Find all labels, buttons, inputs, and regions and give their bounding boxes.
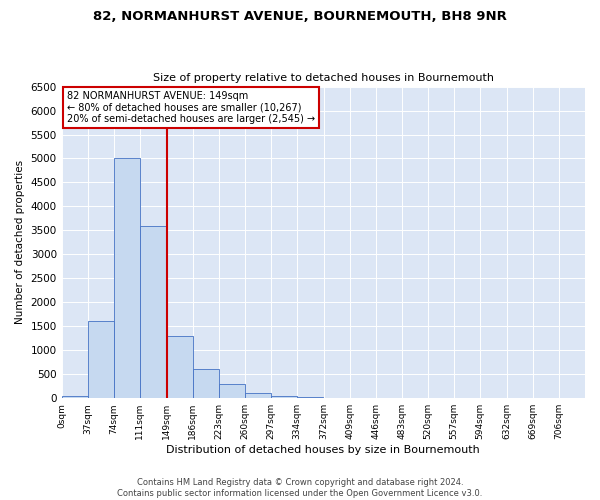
Bar — [219, 384, 245, 398]
Bar — [62, 396, 88, 398]
Bar — [114, 158, 140, 398]
Bar — [88, 322, 114, 398]
X-axis label: Distribution of detached houses by size in Bournemouth: Distribution of detached houses by size … — [166, 445, 480, 455]
Text: Contains HM Land Registry data © Crown copyright and database right 2024.
Contai: Contains HM Land Registry data © Crown c… — [118, 478, 482, 498]
Text: 82 NORMANHURST AVENUE: 149sqm
← 80% of detached houses are smaller (10,267)
20% : 82 NORMANHURST AVENUE: 149sqm ← 80% of d… — [67, 91, 315, 124]
Bar — [140, 226, 166, 398]
Bar — [167, 336, 193, 398]
Bar — [297, 397, 323, 398]
Text: 82, NORMANHURST AVENUE, BOURNEMOUTH, BH8 9NR: 82, NORMANHURST AVENUE, BOURNEMOUTH, BH8… — [93, 10, 507, 23]
Bar — [271, 396, 297, 398]
Bar — [193, 370, 219, 398]
Y-axis label: Number of detached properties: Number of detached properties — [15, 160, 25, 324]
Title: Size of property relative to detached houses in Bournemouth: Size of property relative to detached ho… — [153, 73, 494, 83]
Bar — [245, 394, 271, 398]
